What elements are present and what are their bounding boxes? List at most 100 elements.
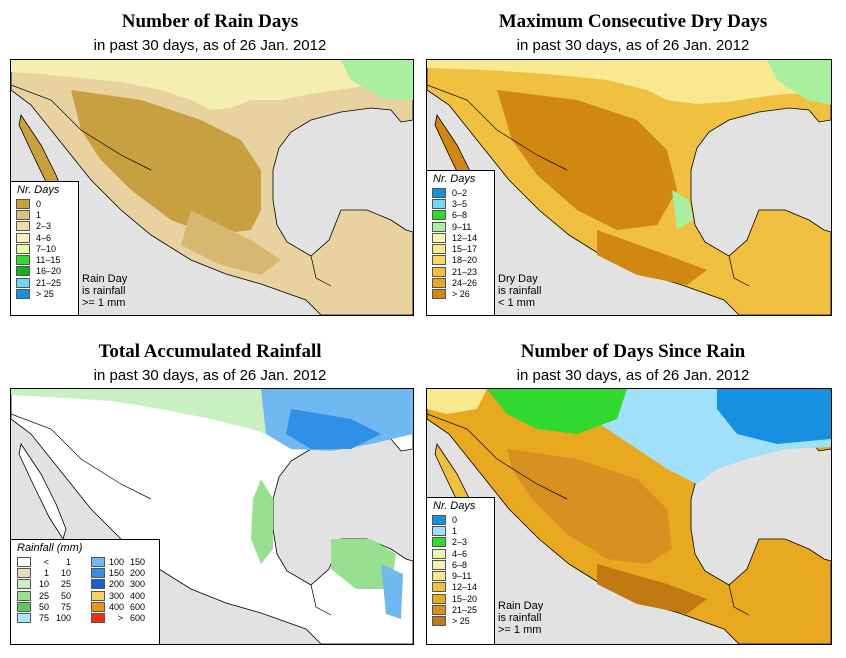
legend-swatch (17, 613, 31, 624)
panel-subtitle: in past 30 days, as of 26 Jan. 2012 (93, 37, 327, 54)
legend-swatch (432, 232, 446, 243)
legend-entry: 16–20 (11, 266, 78, 277)
legend-range-high: 10 (60, 567, 71, 578)
legend-swatch (432, 514, 446, 525)
legend-entry: >600 (85, 612, 159, 624)
legend-swatch (432, 210, 446, 221)
legend-swatch (432, 525, 446, 536)
legend-swatch (91, 579, 105, 590)
legend-swatch (16, 198, 30, 209)
legend-range-low: 150 (109, 567, 125, 578)
legend-range-low: < (43, 556, 49, 567)
legend-label: 18–20 (452, 255, 478, 266)
legend-entry: 1 (427, 525, 494, 536)
legend-entry: 4–6 (427, 548, 494, 559)
legend-label: > 25 (452, 616, 470, 627)
legend-label: 12–14 (452, 582, 478, 593)
legend-entry: 0 (427, 514, 494, 525)
legend-label: 7–10 (36, 243, 57, 254)
legend-swatch (16, 289, 30, 300)
legend-label: 9–11 (452, 221, 472, 232)
note-line: >= 1 mm (82, 297, 126, 309)
note-line: Rain Day (82, 273, 128, 285)
legend-range-low: 75 (38, 613, 49, 624)
legend-label: 24–26 (452, 278, 478, 289)
legend-entry: 300 400 (85, 590, 159, 601)
legend-swatch (16, 232, 30, 243)
legend-range-high: 150 (129, 556, 145, 567)
legend-label: > 26 (452, 289, 470, 300)
legend-entry: 6–8 (427, 210, 494, 221)
legend-entry: 0–2 (427, 187, 494, 198)
legend-swatch (91, 601, 105, 612)
legend-label: 15–17 (452, 244, 478, 255)
legend-label: 4–6 (452, 548, 468, 559)
legend-entry: 15–20 (427, 593, 494, 604)
legend-range-low: 300 (109, 590, 125, 601)
panel-rain-days: Number of Rain Days in past 30 days, as … (0, 0, 423, 320)
legend-label: 0 (452, 514, 458, 525)
legend-entry: 18–20 (427, 255, 494, 266)
legend-label: 16–20 (36, 266, 62, 277)
legend-entry: 7–10 (11, 243, 78, 254)
legend-entry: 100 150 (85, 556, 159, 567)
legend-range-low: 400 (109, 601, 125, 612)
legend-entry: 2–3 (427, 537, 494, 548)
legend-swatch (16, 266, 30, 277)
legend-range-low: > (117, 613, 123, 624)
legend-since-rain: Nr. Days 0 1 2–3 4–6 6–8 9–11 12–14 15–20 21–25 >… (426, 497, 495, 645)
legend-entry: 0 (11, 198, 78, 209)
legend-entry: 9–11 (427, 570, 494, 582)
legend-entry: 50 75 (11, 601, 85, 612)
legend-range-high: 600 (129, 601, 145, 612)
panel-title: Number of Days Since Rain (520, 341, 746, 362)
legend-swatch (432, 537, 446, 548)
legend-range-high: 100 (55, 613, 71, 624)
legend-entry: 24–26 (427, 277, 494, 289)
legend-entry: > 26 (427, 289, 494, 300)
legend-title: Nr. Days (17, 184, 60, 196)
legend-entry: 150 200 (85, 567, 159, 578)
legend-swatch (432, 255, 446, 266)
legend-entry: 6–8 (427, 559, 494, 570)
legend-swatch (432, 593, 446, 604)
legend-entry: 15–17 (427, 243, 494, 255)
legend-dry-days: Nr. Days 0–2 3–5 6–8 9–11 12–14 15–17 18–20 21–… (426, 170, 495, 316)
legend-entry: 21–23 (427, 266, 494, 277)
legend-label: 2–3 (452, 537, 468, 548)
legend-entry: 9–11 (427, 221, 494, 232)
legend-label: 3–5 (452, 198, 468, 209)
legend-label: 9–11 (452, 571, 472, 582)
legend-label: 21–25 (452, 605, 478, 616)
legend-swatch (432, 289, 446, 300)
legend-swatch (91, 567, 105, 578)
legend-label: 2–3 (36, 221, 52, 232)
legend-entry: 12–14 (427, 582, 494, 593)
panel-subtitle: in past 30 days, as of 26 Jan. 2012 (516, 37, 750, 54)
legend-swatch (16, 277, 30, 288)
panel-subtitle: in past 30 days, as of 26 Jan. 2012 (93, 367, 327, 384)
legend-swatch (432, 548, 446, 559)
legend-label: 1 (36, 209, 42, 220)
legend-entry: 200 300 (85, 579, 159, 590)
legend-swatch (16, 255, 30, 266)
legend-swatch (432, 187, 446, 198)
legend-label: 6–8 (452, 210, 468, 221)
legend-label: 6–8 (452, 559, 468, 570)
note-line: < 1 mm (498, 297, 535, 309)
legend-swatch (16, 221, 30, 232)
legend-entry: 400 600 (85, 601, 159, 612)
panel-subtitle: in past 30 days, as of 26 Jan. 2012 (516, 367, 750, 384)
legend-range-high: 75 (60, 601, 71, 612)
legend-swatch (432, 266, 446, 277)
legend-range-high: 1 (65, 556, 71, 567)
legend-swatch (432, 571, 446, 582)
note-line: is rainfall (82, 285, 126, 297)
legend-range-high: 300 (129, 579, 145, 590)
legend-range-high: 600 (129, 613, 145, 624)
legend-range-low: 100 (109, 556, 125, 567)
legend-range-low: 50 (38, 601, 49, 612)
note-line: is rainfall (498, 612, 542, 624)
legend-swatch (17, 601, 31, 612)
legend-range-high: 50 (60, 590, 71, 601)
